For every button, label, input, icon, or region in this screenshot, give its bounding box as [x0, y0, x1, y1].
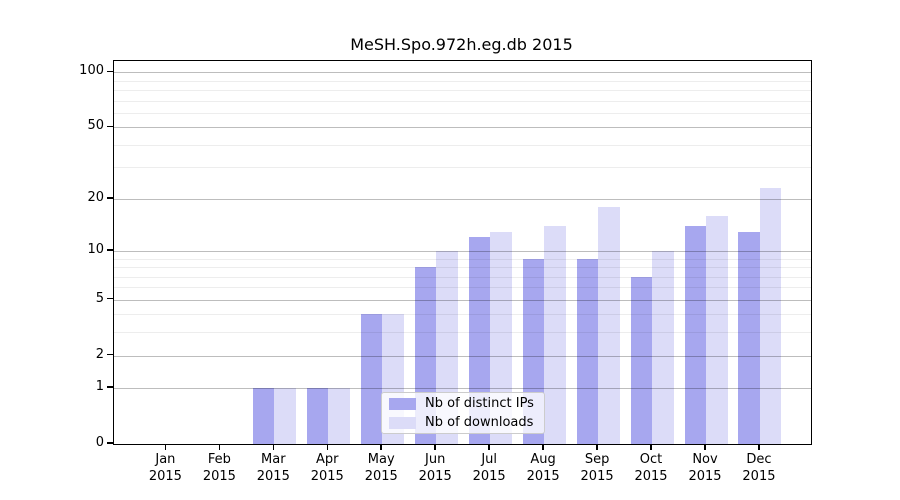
bar-downloads-dec	[759, 188, 782, 444]
plot-area: Nb of distinct IPs Nb of downloads	[113, 60, 812, 445]
bar-distinct-ips-dec	[738, 231, 760, 444]
legend-item-distinct-ips: Nb of distinct IPs	[389, 395, 537, 411]
gridline-3	[114, 332, 811, 334]
legend-label-distinct-ips: Nb of distinct IPs	[425, 395, 534, 411]
y-tick-label-2: 2	[95, 346, 104, 362]
gridline-50	[114, 127, 811, 129]
y-tick-1	[107, 386, 113, 388]
y-tick-5	[107, 297, 113, 300]
x-tick-may	[380, 444, 382, 450]
gridline-7	[114, 276, 811, 278]
y-tick-label-100: 100	[79, 63, 104, 79]
x-tick-label-mar: Mar 2015	[256, 452, 290, 484]
gridline-6	[114, 287, 811, 289]
x-tick-jul	[488, 444, 490, 450]
gridline-20	[114, 198, 811, 200]
gridline-40	[114, 144, 811, 146]
y-tick-label-20: 20	[87, 189, 104, 205]
bar-downloads-mar	[274, 388, 296, 444]
x-tick-jan	[164, 444, 167, 450]
bar-distinct-ips-nov	[684, 225, 706, 444]
y-tick-20	[107, 197, 113, 199]
x-tick-label-jan: Jan 2015	[148, 452, 182, 484]
bar-distinct-ips-oct	[630, 276, 653, 444]
x-tick-label-aug: Aug 2015	[526, 452, 560, 484]
x-tick-aug	[542, 444, 544, 450]
gridline-60	[114, 112, 811, 114]
y-tick-label-0: 0	[95, 435, 104, 450]
gridline-90	[114, 80, 811, 82]
legend: Nb of distinct IPs Nb of downloads	[381, 392, 545, 434]
x-tick-label-sep: Sep 2015	[580, 452, 614, 484]
x-tick-label-apr: Apr 2015	[310, 452, 344, 484]
x-tick-feb	[218, 444, 221, 450]
x-tick-label-dec: Dec 2015	[742, 452, 776, 484]
legend-item-downloads: Nb of downloads	[389, 414, 537, 430]
bar-distinct-ips-apr	[306, 388, 329, 444]
x-tick-label-jul: Jul 2015	[472, 452, 506, 484]
y-tick-label-5: 5	[95, 290, 104, 306]
y-tick-100	[107, 70, 113, 73]
legend-label-downloads: Nb of downloads	[425, 414, 534, 430]
x-tick-sep	[596, 444, 598, 450]
bar-downloads-oct	[652, 250, 674, 444]
y-tick-label-10: 10	[87, 241, 104, 257]
y-tick-label-50: 50	[87, 118, 104, 134]
gridline-30	[114, 167, 811, 169]
bar-distinct-ips-sep	[576, 258, 599, 444]
gridline-100	[114, 72, 811, 74]
x-tick-mar	[272, 444, 275, 450]
gridline-2	[114, 355, 811, 357]
x-tick-oct	[650, 444, 652, 450]
gridline-80	[114, 90, 811, 92]
gridline-10	[114, 250, 811, 252]
bar-downloads-jul	[490, 231, 512, 444]
gridline-70	[114, 100, 811, 102]
y-tick-50	[107, 125, 113, 128]
x-tick-apr	[326, 444, 329, 450]
gridline-4	[114, 314, 811, 316]
x-tick-label-nov: Nov 2015	[688, 452, 722, 484]
bar-downloads-nov	[706, 215, 728, 444]
x-tick-label-may: May 2015	[364, 452, 398, 484]
y-tick-2	[107, 353, 113, 356]
y-tick-10	[107, 249, 113, 251]
x-tick-dec	[758, 444, 760, 450]
x-tick-jun	[434, 444, 436, 450]
x-tick-label-oct: Oct 2015	[634, 452, 668, 484]
y-tick-0	[107, 442, 113, 444]
bar-downloads-apr	[328, 388, 350, 444]
x-tick-label-feb: Feb 2015	[202, 452, 236, 484]
bar-downloads-sep	[598, 206, 620, 444]
bar-distinct-ips-mar	[252, 388, 275, 444]
gridline-8	[114, 267, 811, 269]
legend-swatch-distinct-ips	[389, 397, 416, 410]
gridline-5	[114, 299, 811, 301]
bar-downloads-aug	[544, 225, 566, 444]
chart-title: MeSH.Spo.972h.eg.db 2015	[350, 35, 573, 54]
x-tick-label-jun: Jun 2015	[418, 452, 452, 484]
bar-distinct-ips-may	[360, 314, 383, 444]
y-tick-label-1: 1	[95, 379, 104, 395]
legend-swatch-downloads	[389, 416, 416, 429]
gridline-9	[114, 258, 811, 260]
x-tick-nov	[704, 444, 706, 450]
gridline-1	[114, 388, 811, 390]
